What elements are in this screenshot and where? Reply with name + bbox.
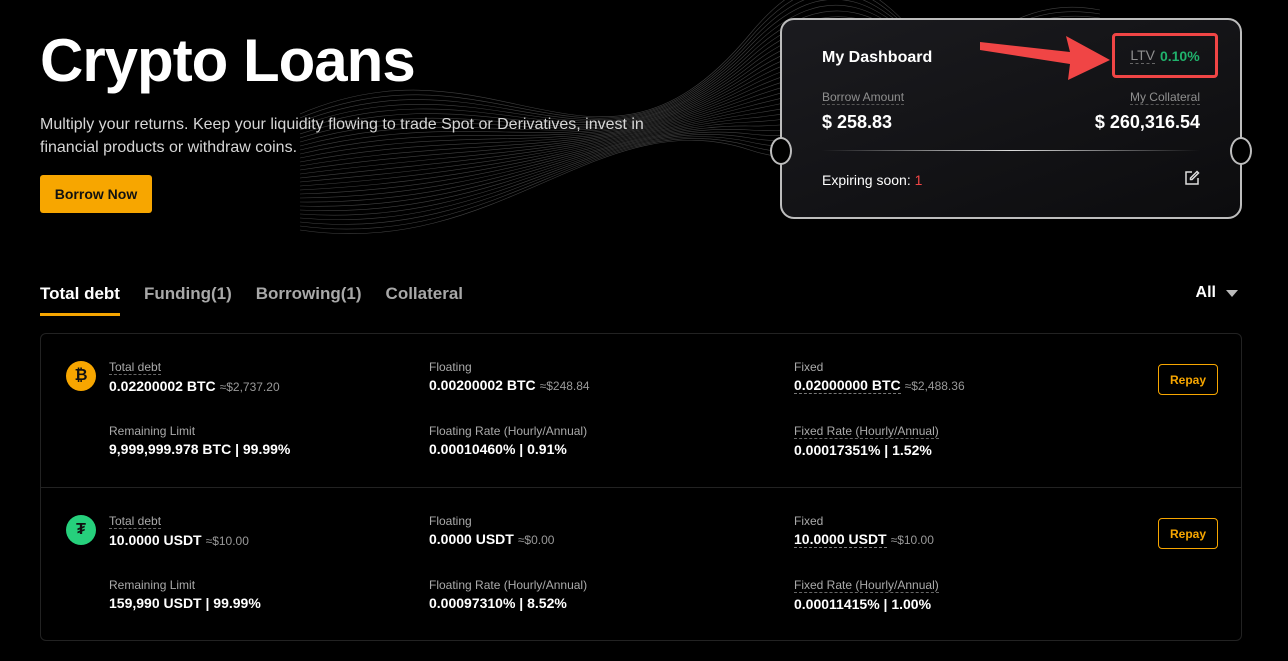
loan-tabs: Total debt Funding(1) Borrowing(1) Colla…	[40, 284, 463, 316]
floating-rate-amount: 0.00097310% | 8.52%	[429, 595, 567, 611]
floating-rate-value: 0.00010460% | 0.91%	[429, 441, 587, 457]
floating-value: 0.00200002 BTC ≈$248.84	[429, 377, 590, 393]
tab-funding[interactable]: Funding(1)	[143, 284, 232, 303]
ltv-highlight-box: LTV 0.10%	[1112, 33, 1218, 78]
total-debt-label[interactable]: Total debt	[109, 360, 162, 375]
floating-rate-label: Floating Rate (Hourly/Annual)	[429, 578, 588, 592]
fixed-rate-label[interactable]: Fixed Rate (Hourly/Annual)	[794, 424, 939, 439]
page-title: Crypto Loans	[40, 27, 416, 94]
page-subtitle: Multiply your returns. Keep your liquidi…	[40, 116, 644, 156]
total-debt-amount: 10.0000 USDT	[109, 532, 202, 548]
ltv-value: 0.10%	[1159, 47, 1200, 64]
remaining-limit-value: 9,999,999.978 BTC | 99.99%	[109, 441, 290, 457]
coin-filter-dropdown[interactable]: All	[1196, 284, 1238, 302]
floating-label: Floating	[429, 360, 472, 374]
floating-rate-label: Floating Rate (Hourly/Annual)	[429, 424, 588, 438]
total-debt-usd: ≈$2,737.20	[219, 380, 280, 394]
remaining-limit: Remaining Limit 9,999,999.978 BTC | 99.9…	[109, 424, 290, 457]
borrow-now-button[interactable]: Borrow Now	[40, 175, 152, 213]
tether-icon: ₮	[66, 515, 96, 545]
edit-icon[interactable]	[1184, 170, 1200, 186]
debt-table: ₿ Total debt 0.02200002 BTC ≈$2,737.20 Fl…	[40, 333, 1242, 641]
remaining-limit-value: 159,990 USDT | 99.99%	[109, 595, 261, 611]
total-debt-value: 0.02200002 BTC ≈$2,737.20	[109, 378, 280, 394]
total-debt-usd: ≈$10.00	[205, 534, 249, 548]
table-row: ₿ Total debt 0.02200002 BTC ≈$2,737.20 Fl…	[41, 334, 1241, 487]
floating-amount: 0.00200002 BTC	[429, 377, 536, 393]
fixed-rate: Fixed Rate (Hourly/Annual) 0.00017351% |…	[794, 424, 939, 458]
ltv-label[interactable]: LTV	[1130, 47, 1155, 64]
fixed-usd: ≈$2,488.36	[904, 379, 965, 393]
fixed-rate-label[interactable]: Fixed Rate (Hourly/Annual)	[794, 578, 939, 593]
fixed-rate-value: 0.00011415% | 1.00%	[794, 596, 939, 612]
filter-value: All	[1195, 284, 1216, 301]
fixed-value: 0.02000000 BTC ≈$2,488.36	[794, 377, 965, 394]
my-dashboard-card: My Dashboard LTV 0.10% Borrow Amount $ 2…	[770, 18, 1252, 219]
fixed-amount: 0.02000000 BTC	[794, 377, 901, 394]
bitcoin-icon: ₿	[66, 361, 96, 391]
my-collateral-value: $ 260,316.54	[1094, 112, 1200, 132]
floating-rate: Floating Rate (Hourly/Annual) 0.00097310…	[429, 578, 587, 611]
fixed: Fixed 0.02000000 BTC ≈$2,488.36	[794, 360, 965, 394]
total-debt-amount: 0.02200002 BTC	[109, 378, 216, 394]
remaining-limit-amount: 159,990 USDT | 99.99%	[109, 595, 261, 611]
dashboard-title: My Dashboard	[822, 49, 933, 66]
tab-borrowing[interactable]: Borrowing(1)	[255, 284, 362, 303]
fixed-rate-amount: 0.00017351% | 1.52%	[794, 442, 932, 458]
fixed: Fixed 10.0000 USDT ≈$10.00	[794, 514, 934, 548]
fixed-rate: Fixed Rate (Hourly/Annual) 0.00011415% |…	[794, 578, 939, 612]
remaining-limit-label: Remaining Limit	[109, 578, 196, 592]
remaining-limit-label: Remaining Limit	[109, 424, 196, 438]
expiring-count: 1	[914, 172, 923, 188]
fixed-label: Fixed	[794, 360, 824, 374]
total-debt: Total debt 0.02200002 BTC ≈$2,737.20	[109, 360, 280, 394]
fixed-rate-value: 0.00017351% | 1.52%	[794, 442, 939, 458]
expiring-label: Expiring soon:	[822, 172, 911, 188]
caret-down-icon	[1226, 289, 1238, 297]
floating-amount: 0.0000 USDT	[429, 531, 514, 547]
floating-usd: ≈$0.00	[517, 533, 555, 547]
floating-usd: ≈$248.84	[539, 379, 590, 393]
repay-button[interactable]: Repay	[1158, 518, 1218, 549]
remaining-limit-amount: 9,999,999.978 BTC | 99.99%	[109, 441, 291, 457]
borrow-amount-label[interactable]: Borrow Amount	[822, 90, 905, 105]
divider	[822, 150, 1200, 151]
my-collateral-label[interactable]: My Collateral	[1129, 90, 1200, 105]
fixed-amount: 10.0000 USDT	[794, 531, 887, 548]
floating-rate: Floating Rate (Hourly/Annual) 0.00010460…	[429, 424, 587, 457]
borrow-amount-value: $ 258.83	[822, 112, 893, 132]
ticket-notch-left	[770, 137, 792, 165]
my-collateral: My Collateral $ 260,316.54	[1095, 88, 1200, 133]
fixed-usd: ≈$10.00	[890, 533, 934, 547]
fixed-label: Fixed	[794, 514, 824, 528]
fixed-value: 10.0000 USDT ≈$10.00	[794, 531, 934, 548]
tab-total-debt[interactable]: Total debt	[40, 284, 120, 316]
borrow-amount: Borrow Amount $ 258.83	[822, 88, 905, 133]
floating: Floating 0.0000 USDT ≈$0.00	[429, 514, 554, 547]
repay-button[interactable]: Repay	[1158, 364, 1218, 395]
total-debt-label[interactable]: Total debt	[109, 514, 162, 529]
total-debt: Total debt 10.0000 USDT ≈$10.00	[109, 514, 249, 548]
fixed-rate-amount: 0.00011415% | 1.00%	[794, 596, 932, 612]
floating-rate-value: 0.00097310% | 8.52%	[429, 595, 587, 611]
tab-collateral[interactable]: Collateral	[385, 284, 464, 303]
red-arrow-annotation	[980, 36, 1110, 80]
remaining-limit: Remaining Limit 159,990 USDT | 99.99%	[109, 578, 261, 611]
floating-value: 0.0000 USDT ≈$0.00	[429, 531, 554, 547]
floating: Floating 0.00200002 BTC ≈$248.84	[429, 360, 590, 393]
floating-label: Floating	[429, 514, 472, 528]
floating-rate-amount: 0.00010460% | 0.91%	[429, 441, 567, 457]
expiring-soon: Expiring soon: 1	[822, 172, 922, 188]
total-debt-value: 10.0000 USDT ≈$10.00	[109, 532, 249, 548]
ticket-notch-right	[1230, 137, 1252, 165]
table-row: ₮ Total debt 10.0000 USDT ≈$10.00 Floatin…	[41, 487, 1241, 640]
